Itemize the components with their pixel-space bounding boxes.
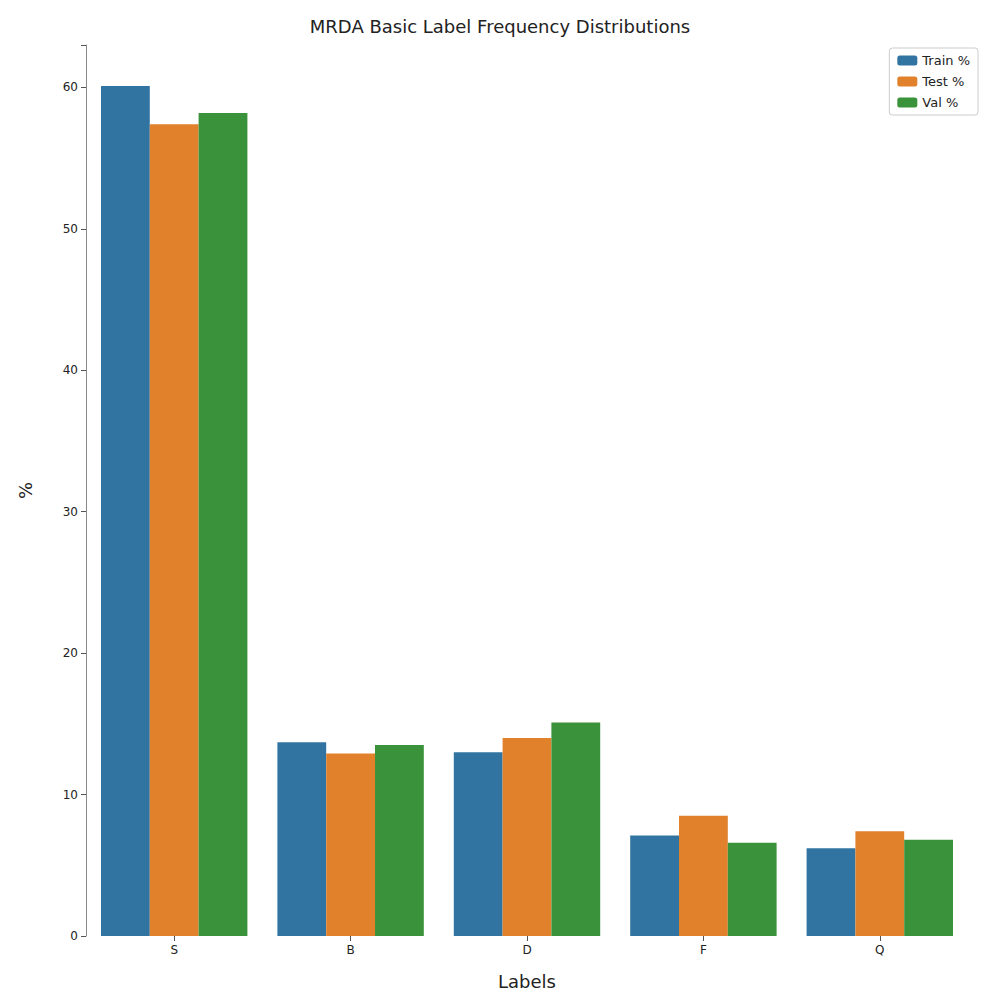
svg-text:Labels: Labels xyxy=(498,971,556,992)
svg-text:10: 10 xyxy=(63,788,78,802)
svg-text:Val %: Val % xyxy=(922,95,958,110)
svg-text:60: 60 xyxy=(63,80,78,94)
svg-text:F: F xyxy=(700,943,707,957)
svg-text:B: B xyxy=(346,943,354,957)
svg-text:20: 20 xyxy=(63,646,78,660)
svg-text:Q: Q xyxy=(875,943,884,957)
svg-text:50: 50 xyxy=(63,222,78,236)
svg-text:40: 40 xyxy=(63,363,78,377)
svg-text:0: 0 xyxy=(70,929,78,943)
svg-text:Train %: Train % xyxy=(921,53,970,68)
svg-text:%: % xyxy=(15,482,36,499)
svg-text:30: 30 xyxy=(63,505,78,519)
svg-text:S: S xyxy=(170,943,178,957)
svg-text:Test %: Test % xyxy=(921,74,964,89)
svg-text:MRDA Basic Label Frequency Dis: MRDA Basic Label Frequency Distributions xyxy=(310,16,690,37)
svg-text:D: D xyxy=(522,943,531,957)
